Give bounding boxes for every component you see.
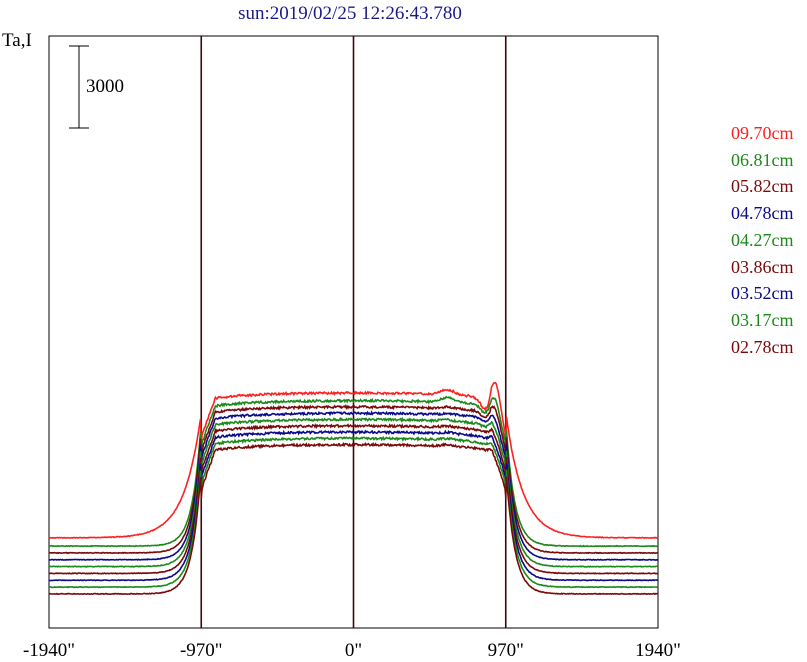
legend-item: 06.81cm	[731, 149, 794, 170]
series-line-06.81cm	[49, 395, 658, 548]
series-line-03.52cm	[48, 429, 659, 582]
legend: 09.70cm 06.81cm 05.82cm 04.78cm 04.27cm 03.86…	[731, 120, 794, 360]
x-tick-label: 0"	[345, 640, 362, 661]
series-line-04.27cm	[48, 416, 659, 568]
legend-item: 02.78cm	[731, 336, 794, 357]
series-line-09.70cm	[48, 381, 659, 540]
x-tick-label: 1940"	[635, 640, 681, 661]
y-axis-label: Ta,I	[2, 30, 32, 51]
series-line-03.86cm	[48, 422, 659, 575]
legend-item: 03.86cm	[731, 256, 794, 277]
legend-item: 04.78cm	[731, 203, 794, 224]
chart-title: sun:2019/02/25 12:26:43.780	[238, 3, 462, 24]
series-line-04.78cm	[48, 410, 659, 562]
x-tick-label: -970"	[180, 640, 223, 661]
series-line-03.17cm	[48, 435, 658, 589]
series-line-02.78cm	[48, 441, 659, 596]
scale-bar-label: 3000	[86, 76, 124, 97]
legend-item: 03.52cm	[731, 283, 794, 304]
legend-item: 04.27cm	[731, 229, 794, 250]
x-tick-label: 970"	[488, 640, 524, 661]
x-tick-label: -1940"	[23, 640, 75, 661]
legend-item: 09.70cm	[731, 123, 794, 143]
legend-item: 05.82cm	[731, 176, 794, 197]
legend-item: 03.17cm	[731, 309, 794, 330]
series-line-05.82cm	[48, 404, 659, 555]
